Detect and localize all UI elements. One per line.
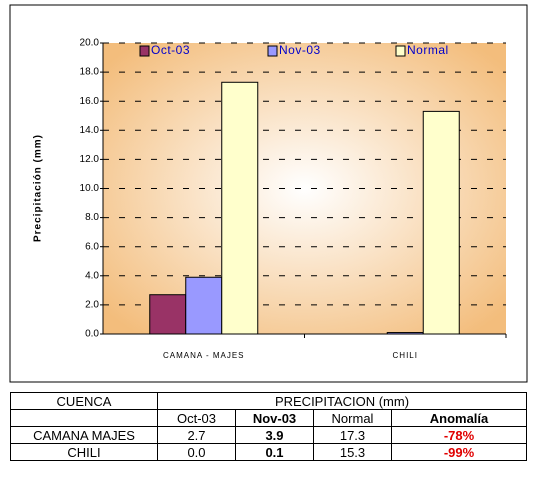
cell: Anomalía (391, 409, 527, 427)
cell: -78% (391, 426, 527, 444)
cell: 0.0 (157, 443, 236, 461)
y-tick-label: 12.0 (80, 154, 100, 165)
cell (10, 409, 158, 427)
y-tick-label: 20.0 (80, 38, 100, 49)
cell: 0.1 (235, 443, 314, 461)
cell: Oct-03 (157, 409, 236, 427)
cell: CAMANA MAJES (10, 426, 158, 444)
chart: Precipitación (mm) 0.0 2.0 4.0 6.0 8.0 10.0 12… (9, 4, 528, 383)
y-tick-label: 10.0 (80, 183, 100, 194)
legend-swatch (267, 45, 278, 57)
y-axis-label: Precipitación (mm) (33, 134, 44, 242)
legend-label: Nov-03 (279, 43, 321, 57)
legend-swatch (395, 45, 406, 57)
y-tick-label: 16.0 (80, 96, 100, 107)
legend-label: Normal (407, 43, 449, 57)
cell: 15.3 (313, 443, 392, 461)
bar (386, 332, 424, 335)
y-tick-label: 14.0 (80, 125, 100, 136)
cell: 17.3 (313, 426, 392, 444)
cell: 3.9 (235, 426, 314, 444)
y-tick-label: 2.0 (85, 300, 99, 311)
y-tick-label: 6.0 (85, 241, 99, 252)
legend-swatch (139, 45, 150, 57)
y-tick-label: 8.0 (85, 212, 99, 223)
cell: PRECIPITACION (mm) (157, 392, 527, 410)
bar (221, 81, 259, 335)
y-tick-label: 0.0 (85, 329, 99, 340)
x-tick-label: CHILI (393, 351, 418, 360)
y-tick-label: 4.0 (85, 270, 99, 281)
cell: Nov-03 (235, 409, 314, 427)
cell: CUENCA (10, 392, 158, 410)
cell: 2.7 (157, 426, 236, 444)
legend-label: Oct-03 (151, 43, 190, 57)
bar (149, 294, 187, 335)
y-tick-label: 18.0 (80, 67, 100, 78)
x-tick-label: CAMANA - MAJES (163, 351, 245, 360)
bar (422, 110, 460, 335)
cell: Normal (313, 409, 392, 427)
cell: -99% (391, 443, 527, 461)
data-table: CUENCA PRECIPITACION (mm) Oct-03 Nov-03 Nor… (10, 392, 527, 461)
cell: CHILI (10, 443, 158, 461)
bar (185, 276, 223, 335)
